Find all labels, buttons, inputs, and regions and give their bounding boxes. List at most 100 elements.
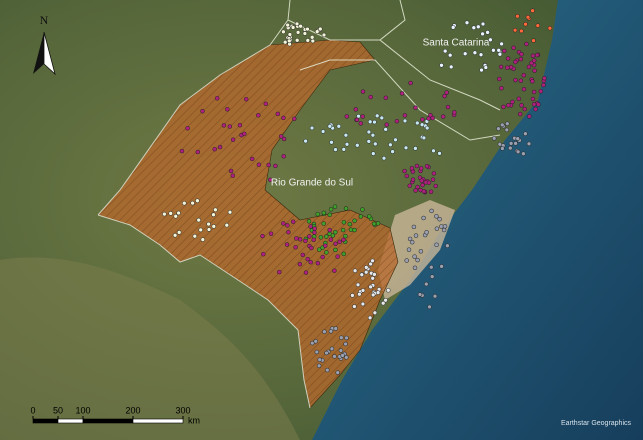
occurrence-dot [303, 270, 309, 275]
occurrence-dot [179, 148, 185, 154]
occurrence-dot [295, 30, 301, 35]
occurrence-dot [412, 265, 418, 271]
occurrence-dot [318, 26, 323, 32]
occurrence-dot [452, 110, 457, 115]
occurrence-dot [541, 82, 546, 88]
occurrence-dot [420, 182, 425, 188]
scale-label: 200 [125, 405, 140, 415]
occurrence-dot [300, 252, 306, 258]
occurrence-dot [281, 115, 286, 121]
occurrence-dot [418, 166, 424, 171]
occurrence-dot [260, 233, 265, 239]
occurrence-dot [497, 52, 503, 57]
occurrence-dot [476, 24, 481, 30]
occurrence-dot [287, 38, 292, 44]
occurrence-dot [182, 200, 187, 206]
occurrence-dot [370, 132, 376, 138]
occurrence-dot [353, 107, 359, 112]
occurrence-dot [372, 119, 377, 125]
occurrence-dot [317, 357, 322, 362]
occurrence-dot [324, 234, 329, 239]
occurrence-dot [293, 245, 298, 250]
occurrence-dot [371, 151, 376, 156]
occurrence-dot [285, 223, 290, 228]
occurrence-dot [513, 59, 518, 65]
occurrence-dot [491, 136, 497, 141]
occurrence-dot [321, 221, 326, 226]
lagoon [378, 200, 455, 300]
occurrence-dot [366, 129, 372, 135]
occurrence-dot [538, 89, 544, 94]
occurrence-dot [214, 96, 220, 101]
occurrence-dot [327, 212, 333, 218]
occurrence-dot [341, 220, 347, 225]
occurrence-dot [347, 221, 353, 227]
occurrence-dot [196, 217, 201, 223]
occurrence-dot [332, 268, 337, 273]
occurrence-dot [285, 22, 290, 28]
occurrence-dot [501, 104, 506, 110]
occurrence-dot [515, 136, 520, 141]
occurrence-dot [508, 64, 514, 70]
occurrence-dot [424, 125, 430, 131]
occurrence-dot [290, 25, 296, 30]
occurrence-dot [198, 227, 203, 233]
occurrence-dot [333, 326, 338, 331]
occurrence-dot [505, 56, 511, 61]
occurrence-dot [383, 127, 388, 132]
occurrence-dot [402, 118, 408, 124]
occurrence-dot [323, 243, 328, 248]
occurrence-dot [211, 212, 216, 217]
occurrence-dot [418, 249, 424, 254]
occurrence-dot [429, 208, 434, 214]
occurrence-dot [311, 237, 316, 243]
arrow-half [43, 31, 56, 76]
occurrence-dot [294, 21, 300, 27]
occurrence-dot [305, 256, 310, 262]
occurrence-dot [360, 288, 366, 293]
occurrence-dot [447, 52, 453, 58]
occurrence-dot [317, 247, 322, 252]
place-label: Santa Catarina [423, 38, 490, 49]
occurrence-dot [372, 310, 378, 316]
occurrence-dot [402, 168, 407, 174]
occurrence-dot [485, 30, 490, 35]
occurrence-dot [367, 315, 373, 321]
occurrence-dot [450, 25, 456, 30]
occurrence-dot [508, 141, 514, 146]
occurrence-dot [320, 254, 325, 260]
occurrence-dot [261, 251, 266, 257]
occurrence-dot [192, 233, 198, 239]
occurrence-dot [221, 123, 227, 128]
occurrence-dot [518, 56, 524, 62]
occurrence-dot [309, 35, 315, 40]
occurrence-dot [505, 65, 510, 70]
occurrence-dot [206, 221, 211, 227]
scale-segment [57, 418, 84, 424]
occurrence-dot [419, 122, 425, 127]
occurrence-dot [526, 141, 532, 147]
occurrence-dot [211, 224, 217, 229]
occurrence-dot [284, 242, 290, 247]
occurrence-dot [330, 233, 336, 238]
scale-unit: km [188, 415, 200, 425]
occurrence-dot [542, 75, 547, 81]
occurrence-dot [521, 151, 526, 156]
occurrence-dot [502, 48, 507, 54]
occurrence-dot [496, 126, 501, 131]
occurrence-dot [185, 126, 190, 131]
occurrence-dot [525, 14, 531, 20]
occurrence-dot [237, 122, 243, 128]
occurrence-dot [266, 162, 271, 168]
occurrence-dot [228, 168, 234, 174]
occurrence-dot [424, 281, 429, 287]
occurrence-dot [404, 258, 409, 263]
occurrence-dot [329, 346, 335, 352]
occurrence-dot [532, 68, 537, 73]
occurrence-dot [536, 102, 541, 107]
occurrence-dot [417, 292, 423, 297]
occurrence-dot [176, 230, 182, 235]
occurrence-dot [344, 142, 350, 147]
occurrence-dot [273, 163, 278, 169]
occurrence-dot [415, 184, 420, 190]
